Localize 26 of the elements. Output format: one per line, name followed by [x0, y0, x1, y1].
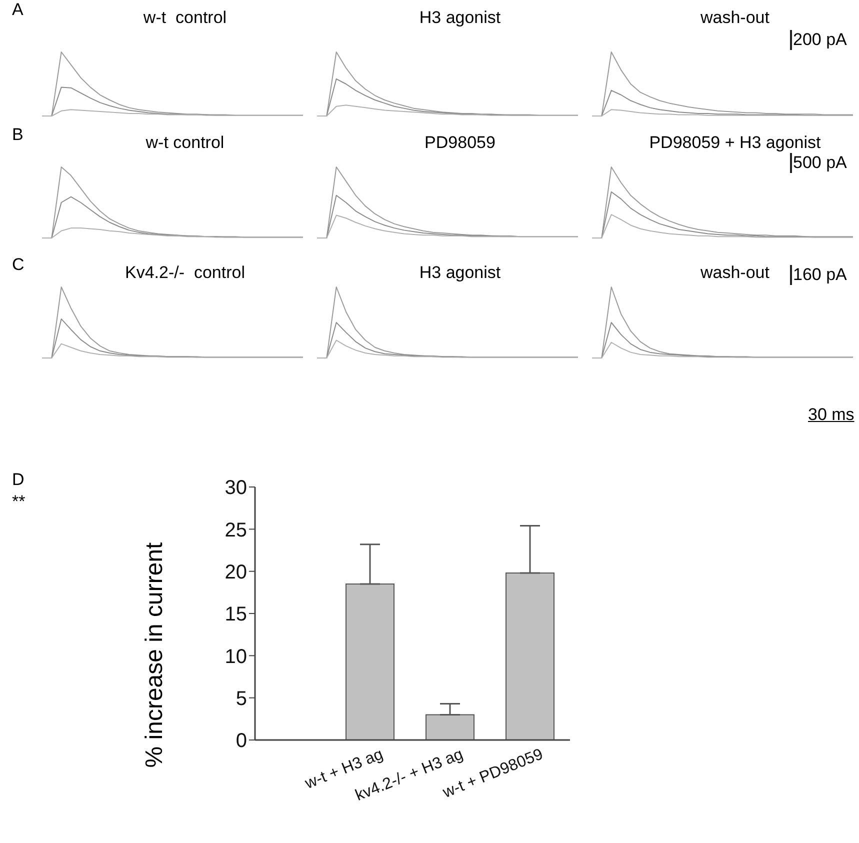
chart-title: wash-out: [700, 8, 770, 28]
chart-title: PD98059: [424, 133, 496, 153]
text: A: [12, 0, 24, 20]
chart-title: Kv4.2-/- control: [124, 263, 246, 283]
text: **: [12, 492, 26, 512]
text: B: [12, 125, 24, 145]
chart-title: PD98059 + H3 agonist: [648, 133, 822, 153]
text: 160 pA: [793, 265, 847, 285]
y-tick-label: 30: [224, 477, 247, 500]
annotation: 500 pA: [793, 153, 847, 173]
y-axis-title: % increase in current: [141, 542, 169, 768]
chart-title: H3 agonist: [418, 263, 502, 283]
y-tick-label: 0: [236, 730, 247, 752]
chart-title: w-t control: [144, 133, 226, 153]
text: D: [12, 470, 24, 490]
y-tick-label: 10: [224, 646, 247, 668]
chart-title: wash-out: [700, 263, 770, 282]
chart-title: H3 agonist: [418, 8, 502, 28]
y-tick-label: 20: [224, 561, 247, 584]
y-tick-label: 25: [224, 519, 247, 542]
text: 200 pA: [793, 30, 847, 50]
text: C: [12, 255, 24, 275]
y-tick-label: 5: [236, 688, 247, 710]
y-tick-label: 15: [224, 604, 247, 626]
chart-title: w-t control: [142, 8, 228, 28]
text: 30 ms: [808, 405, 854, 425]
